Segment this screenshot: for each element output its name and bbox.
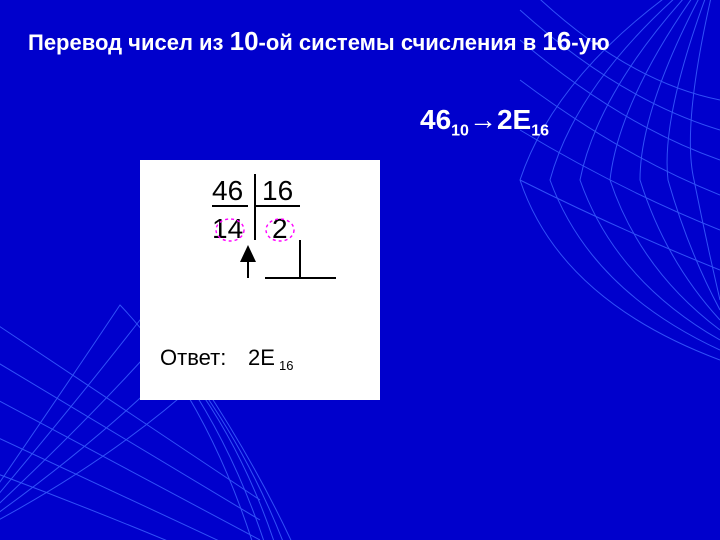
title-seg-0: Перевод чисел из bbox=[28, 30, 230, 55]
conv-rhs-sub: 16 bbox=[531, 123, 549, 140]
slide-title: Перевод чисел из 10-ой системы счисления… bbox=[28, 26, 692, 57]
title-seg-1: 10 bbox=[230, 26, 259, 56]
answer-value: 2E bbox=[248, 345, 275, 370]
num-remainder: 14 bbox=[212, 213, 243, 244]
title-seg-4: -ую bbox=[571, 30, 609, 55]
answer-label: Ответ: bbox=[160, 345, 226, 370]
conv-arrow: → bbox=[469, 104, 497, 135]
title-seg-2: -ой системы счисления в bbox=[259, 30, 543, 55]
conversion-expression: 4610→2E16 bbox=[420, 104, 549, 141]
conv-lhs: 46 bbox=[420, 104, 451, 135]
title-seg-3: 16 bbox=[542, 26, 571, 56]
conv-lhs-sub: 10 bbox=[451, 123, 469, 140]
num-divisor: 16 bbox=[262, 175, 293, 206]
answer-sub: 16 bbox=[279, 358, 293, 373]
up-arrow bbox=[240, 245, 256, 278]
division-panel: 46 16 14 2 Ответ: 2E 16 bbox=[140, 160, 380, 400]
division-diagram: 46 16 14 2 Ответ: 2E 16 bbox=[140, 160, 380, 400]
conv-rhs: 2E bbox=[497, 104, 531, 135]
num-dividend: 46 bbox=[212, 175, 243, 206]
